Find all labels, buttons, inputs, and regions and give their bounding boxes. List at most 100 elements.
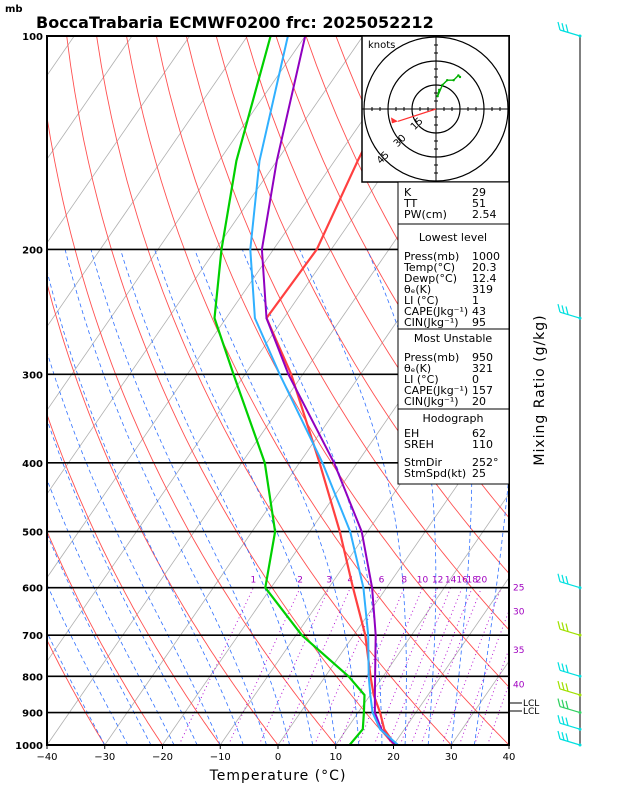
isotherm-line — [47, 36, 364, 495]
dry-adiabat-line — [215, 36, 509, 575]
dry-adiabat-line — [185, 36, 509, 631]
wind-barb-flag — [561, 622, 565, 631]
storm-motion-arrow — [397, 108, 437, 122]
wind-barb-flag — [557, 621, 561, 630]
mixing-ratio-label: 12 — [432, 576, 443, 586]
dry-adiabat-line — [47, 114, 337, 745]
wind-barb — [557, 621, 582, 637]
hodograph-point — [446, 79, 449, 82]
isotherm-line — [47, 36, 248, 328]
hodograph-unit-label: knots — [368, 40, 395, 51]
index-value: 12.4 — [472, 272, 497, 285]
wind-barb-dot — [578, 674, 582, 678]
wind-barb-flag — [565, 700, 569, 710]
index-label: CIN(Jkg⁻¹) — [404, 395, 459, 408]
index-value: 319 — [472, 283, 493, 296]
lcl-label: LCL — [523, 699, 539, 709]
index-label: θₑ(K) — [404, 362, 431, 375]
mixing-ratio-line — [338, 587, 405, 745]
index-label: CIN(Jkg⁻¹) — [404, 316, 459, 329]
mixing-ratio-axis-label: Mixing Ratio (g/kg) — [532, 314, 548, 465]
wind-barb-flag — [561, 732, 565, 741]
dry-adiabat-line — [66, 36, 394, 745]
mixing-ratio-line — [258, 587, 330, 745]
x-tick-label: 30 — [445, 752, 458, 763]
x-tick-label: −10 — [210, 752, 231, 763]
wind-barb-shaft — [559, 738, 581, 746]
wind-barb-shaft — [559, 705, 581, 714]
index-label: PW(cm) — [404, 208, 447, 221]
pressure-unit: mb — [5, 4, 23, 15]
wind-barb-shaft — [559, 722, 581, 730]
index-label: K — [404, 186, 412, 199]
x-tick-label: −40 — [36, 752, 57, 763]
wind-barb-shaft — [559, 311, 581, 319]
dry-adiabat-line — [126, 36, 509, 745]
moist-adiabat-line — [64, 249, 267, 745]
index-section-title: Hodograph — [423, 412, 484, 425]
wind-barb-flag — [565, 306, 569, 315]
pressure-tick-label: 700 — [22, 631, 43, 642]
index-label: LI (°C) — [404, 294, 439, 307]
hodograph-point — [457, 74, 460, 77]
wind-barb-flag — [561, 23, 565, 32]
parcel-profile — [260, 36, 396, 745]
mixing-ratio-label: 2 — [297, 576, 303, 586]
moist-adiabat-line — [47, 583, 129, 745]
index-label: Press(mb) — [404, 351, 459, 364]
index-value: 110 — [472, 438, 493, 451]
mixing-ratio-label: 3 — [326, 576, 332, 586]
wind-barb-dot — [578, 711, 582, 715]
wind-barb-flag — [565, 575, 569, 585]
isotherm-line — [47, 36, 133, 160]
wind-barb — [557, 303, 582, 320]
x-tick-label: 0 — [275, 752, 281, 763]
index-label: θₑ(K) — [404, 283, 431, 296]
index-value: 20.3 — [472, 261, 497, 274]
wind-barb-flag — [557, 680, 561, 690]
pressure-tick-label: 600 — [22, 584, 43, 595]
hodograph-point — [441, 83, 444, 87]
mixing-ratio-label: 30 — [513, 607, 525, 617]
wind-barb-shaft — [559, 581, 581, 589]
index-label: CAPE(Jkg⁻¹) — [404, 384, 468, 397]
moist-adiabat-line — [474, 471, 509, 745]
index-label: StmDir — [404, 456, 443, 469]
isotherm-line — [104, 158, 509, 745]
wind-barb — [557, 662, 582, 678]
hodograph-point — [438, 88, 441, 92]
temperature-profile — [265, 36, 422, 745]
moist-adiabat-line — [90, 249, 290, 745]
wind-barb-flag — [561, 663, 565, 672]
index-label: StmSpd(kt) — [404, 467, 466, 480]
wind-barb-flag — [557, 303, 561, 313]
x-axis-label: Temperature (°C) — [209, 768, 347, 784]
wind-barb-dot — [578, 633, 582, 637]
index-value: 252° — [472, 456, 499, 469]
wind-barb-flag — [557, 21, 561, 31]
mixing-ratio-label: 40 — [513, 681, 525, 691]
isotherm-line — [393, 576, 509, 745]
isotherm-line — [47, 36, 306, 411]
moist-adiabat-line — [241, 249, 383, 745]
index-value: 43 — [472, 305, 486, 318]
moist-adiabat-line — [47, 533, 152, 745]
wind-barb-flag — [557, 730, 561, 740]
dry-adiabat-line — [605, 36, 618, 745]
mixing-ratio-label: 35 — [513, 646, 524, 656]
dry-adiabat-line — [515, 36, 618, 745]
pressure-tick-label: 300 — [22, 370, 43, 381]
index-value: 157 — [472, 384, 493, 397]
hodograph-ring — [387, 60, 485, 158]
wind-barb-flag — [557, 698, 561, 707]
dry-adiabat-line — [47, 413, 221, 745]
wind-barb-shaft — [559, 688, 581, 696]
isotherm-line — [47, 36, 422, 579]
index-value: 1 — [472, 294, 479, 307]
index-value: 1000 — [472, 250, 500, 263]
index-label: Press(mb) — [404, 250, 459, 263]
x-tick-label: 40 — [503, 752, 516, 763]
index-value: 321 — [472, 362, 493, 375]
isotherm-line — [47, 36, 191, 244]
